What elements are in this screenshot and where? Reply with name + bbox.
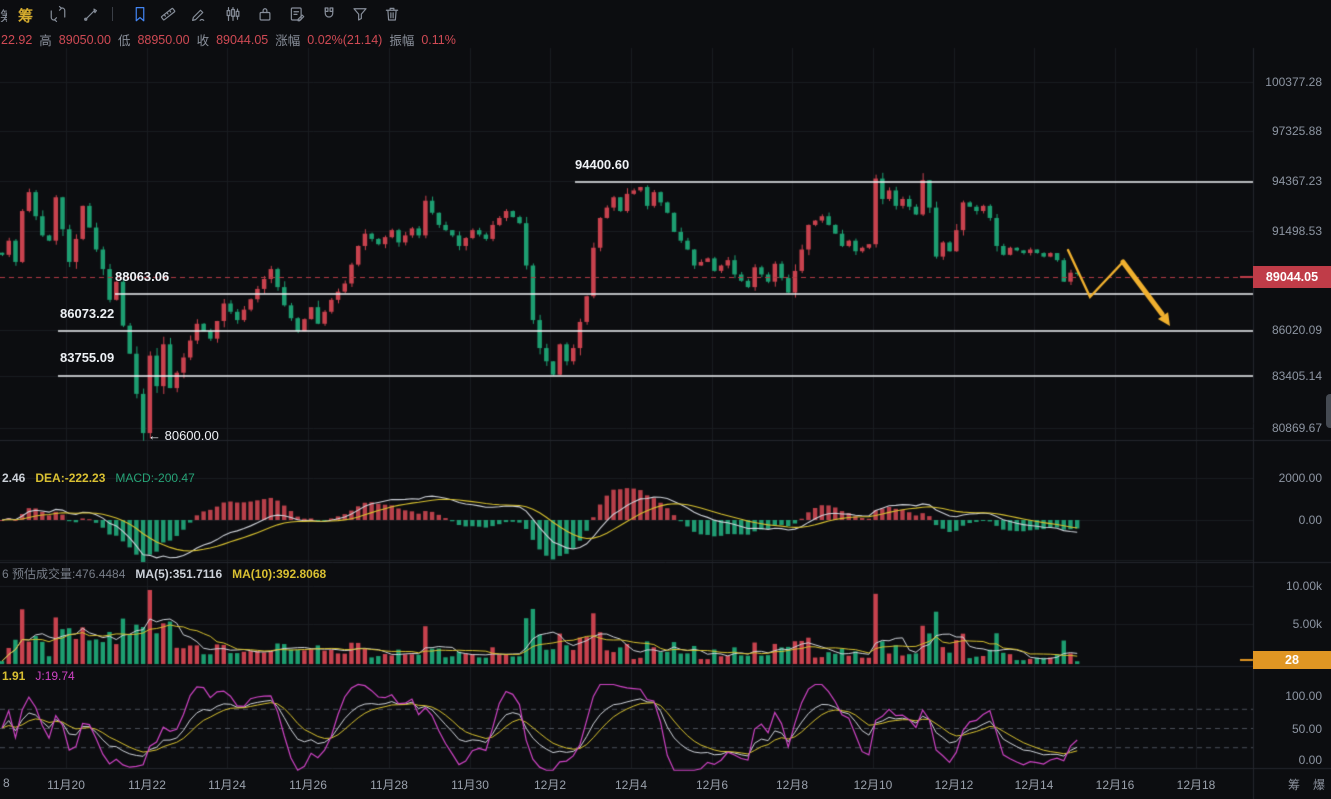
date-label: 12月18 xyxy=(1176,778,1216,792)
date-label: 11月24 xyxy=(208,778,246,792)
hline-price-label[interactable]: 86073.22 xyxy=(60,306,115,321)
date-label: 11月22 xyxy=(128,778,166,792)
volume-label-row-token: MA(5):351.7116 xyxy=(135,566,223,581)
info-token: 振幅 xyxy=(389,34,415,48)
candlestick-icon[interactable] xyxy=(222,3,244,25)
kdj-label-row-token: 1.91 xyxy=(2,669,26,683)
date-label: 8 xyxy=(3,776,10,790)
bookmark-icon[interactable] xyxy=(129,3,151,25)
trendline-cursor-icon[interactable] xyxy=(80,3,102,25)
current-volume-badge: 28 xyxy=(1253,651,1331,669)
order-note-icon[interactable] xyxy=(286,3,308,25)
date-label: 12月14 xyxy=(1014,778,1054,792)
volume-label-row-token: MA(10):392.8068 xyxy=(232,566,327,581)
date-label: 12月16 xyxy=(1095,778,1135,792)
price-axis-label: 86020.09 xyxy=(1271,323,1322,337)
macd-label-row: 2.46 DEA:-222.23 MACD:-200.47 xyxy=(2,471,205,485)
replay-icon[interactable] xyxy=(47,3,69,25)
info-token: 88950.00 xyxy=(137,32,190,47)
toolbar-divider xyxy=(112,7,113,21)
price-axis-label: 80869.67 xyxy=(1271,421,1322,435)
hline-price-label[interactable]: 88063.06 xyxy=(115,269,170,284)
date-label: 12月2 xyxy=(533,778,567,792)
info-token: 22.92 xyxy=(1,32,33,47)
corner-mini-tab[interactable]: 爆 xyxy=(1313,778,1326,792)
volume-label-row: 6 预估成交量:476.4484 MA(5):351.7116 MA(10):392… xyxy=(2,565,336,582)
price-axis-label: 100377.28 xyxy=(1265,75,1322,89)
low-price-marker: ← 80600.00 xyxy=(148,428,219,443)
price-axis-label: 83405.14 xyxy=(1271,369,1322,383)
info-token: 89050.00 xyxy=(58,32,111,47)
info-token: 低 xyxy=(117,34,131,48)
info-token: 涨幅 xyxy=(275,34,301,48)
filter-icon[interactable] xyxy=(349,3,371,25)
info-token: 0.02%(21.14) xyxy=(307,32,383,47)
date-label: 11月30 xyxy=(451,778,489,792)
kdj-label-row-token: J:19.74 xyxy=(35,669,75,683)
chips-peak-button[interactable]: 筹 xyxy=(18,8,34,25)
ruler-icon[interactable] xyxy=(157,3,179,25)
price-axis-label: 97325.88 xyxy=(1271,124,1322,138)
macd-label-row-token: DEA:-222.23 xyxy=(35,471,106,485)
hline-price-label[interactable]: 83755.09 xyxy=(60,350,115,365)
draw-pencil-icon[interactable] xyxy=(188,3,210,25)
hline-price-label[interactable]: 94400.60 xyxy=(575,157,630,172)
date-label: 11月28 xyxy=(370,778,408,792)
info-token: 0.11% xyxy=(421,32,456,47)
current-price-badge: 89044.05 xyxy=(1253,266,1331,288)
kdj-label-row: 1.91 J:19.74 xyxy=(2,669,85,683)
macd-label-row-token: 2.46 xyxy=(2,471,26,485)
date-label: 11月20 xyxy=(47,778,85,792)
date-label: 12月4 xyxy=(614,778,648,792)
macd-label-row-token: MACD:-200.47 xyxy=(115,471,195,485)
price-axis-label: 91498.53 xyxy=(1271,224,1322,238)
kdj-axis-label: 100.00 xyxy=(1285,689,1322,703)
date-label: 11月26 xyxy=(289,778,327,792)
macd-axis-label: 0.00 xyxy=(1298,513,1322,527)
lock-icon[interactable] xyxy=(254,3,276,25)
info-token: 高 xyxy=(39,34,52,48)
date-label: 12月8 xyxy=(775,778,809,792)
drawing-toolbar: 筹 筹 xyxy=(0,0,1331,28)
info-token: 收 xyxy=(196,34,210,48)
corner-mini-tab[interactable]: 筹 xyxy=(1288,778,1301,792)
macd-axis-label: 2000.00 xyxy=(1278,471,1322,485)
kdj-axis-label: 50.00 xyxy=(1291,722,1322,736)
clipped-icon: 筹 xyxy=(0,6,7,22)
date-label: 12月12 xyxy=(934,778,974,792)
scrollbar-thumb[interactable] xyxy=(1326,394,1331,428)
delete-icon[interactable] xyxy=(381,3,403,25)
volume-label-row-token: 6 预估成交量:476.4484 xyxy=(2,567,126,581)
price-axis-label: 94367.23 xyxy=(1271,174,1322,188)
volume-axis-label: 5.00k xyxy=(1292,617,1322,631)
date-label: 12月10 xyxy=(853,778,893,792)
info-token: 89044.05 xyxy=(216,32,269,47)
volume-axis-label: 10.00k xyxy=(1285,579,1322,593)
kdj-axis-label: 0.00 xyxy=(1298,753,1322,767)
ohlc-info-bar: 22.92 高 89050.00 低 88950.00 收 89044.05 涨幅 0.02%(… xyxy=(1,30,463,49)
magnet-icon[interactable] xyxy=(318,3,340,25)
date-label: 12月6 xyxy=(695,778,729,792)
